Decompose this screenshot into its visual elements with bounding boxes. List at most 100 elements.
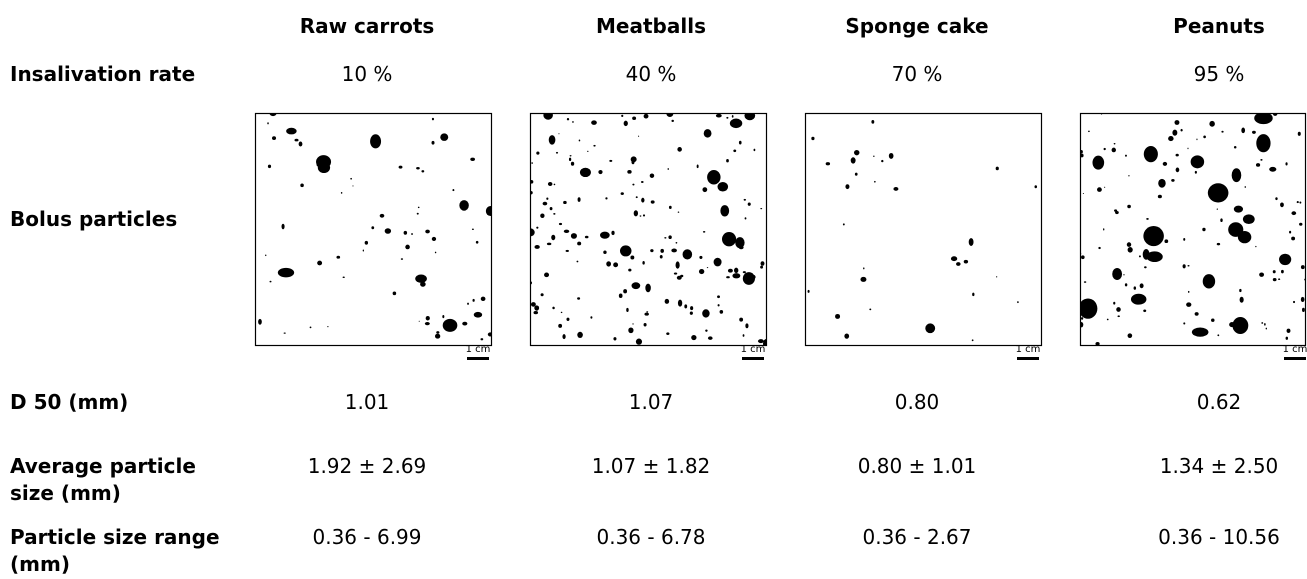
particle bbox=[440, 133, 449, 141]
particle bbox=[645, 283, 651, 293]
particle bbox=[675, 261, 680, 269]
scale-label: 1 cm bbox=[740, 344, 766, 355]
particle bbox=[570, 161, 575, 166]
particle bbox=[1098, 246, 1101, 250]
particle bbox=[1272, 270, 1276, 274]
particle bbox=[1255, 245, 1257, 248]
particle bbox=[327, 326, 329, 328]
particle bbox=[421, 170, 425, 173]
particle bbox=[845, 184, 850, 190]
particle bbox=[1182, 264, 1186, 269]
cell-value: 10 % bbox=[341, 62, 393, 86]
particle bbox=[1125, 154, 1127, 157]
particle bbox=[1143, 146, 1158, 163]
particle bbox=[542, 201, 548, 206]
particle bbox=[1162, 161, 1168, 166]
particle bbox=[719, 310, 724, 314]
particle bbox=[1207, 183, 1229, 203]
particle bbox=[566, 118, 570, 121]
cell-value: 0.36 - 2.67 bbox=[862, 525, 972, 549]
particle bbox=[294, 138, 299, 142]
particle bbox=[431, 236, 437, 242]
particle bbox=[1080, 298, 1098, 319]
cell-value: 95 % bbox=[1193, 62, 1245, 86]
particle bbox=[425, 315, 430, 321]
particle bbox=[1112, 270, 1115, 273]
particle bbox=[1241, 127, 1246, 134]
particle bbox=[1175, 167, 1180, 173]
particle bbox=[462, 321, 468, 326]
particle bbox=[1146, 217, 1149, 220]
particle bbox=[533, 310, 539, 315]
particle bbox=[760, 208, 763, 210]
scale-bar bbox=[467, 357, 489, 360]
particle bbox=[699, 255, 703, 259]
particle bbox=[267, 164, 272, 169]
particle bbox=[1106, 318, 1109, 321]
particle bbox=[1202, 274, 1216, 289]
particle bbox=[707, 169, 721, 185]
particle bbox=[1232, 316, 1249, 335]
particle bbox=[1142, 249, 1150, 260]
particle bbox=[698, 268, 705, 275]
column-header: Raw carrots bbox=[299, 14, 435, 38]
particle bbox=[471, 228, 474, 230]
particle bbox=[642, 214, 646, 217]
particle bbox=[853, 150, 860, 156]
particle bbox=[850, 157, 856, 164]
particle bbox=[1088, 130, 1090, 133]
particle bbox=[364, 240, 369, 245]
particle bbox=[1130, 293, 1147, 305]
particle bbox=[309, 326, 312, 329]
scale-bar bbox=[1017, 357, 1039, 360]
row-label: Average particle size (mm) bbox=[10, 454, 196, 505]
particle bbox=[744, 113, 756, 121]
scale-label: 1 cm bbox=[465, 344, 491, 355]
particle bbox=[1260, 158, 1263, 161]
particle bbox=[269, 280, 272, 283]
particle bbox=[530, 302, 536, 307]
particle bbox=[874, 180, 876, 183]
particle bbox=[666, 332, 670, 335]
particle bbox=[631, 159, 635, 165]
particle bbox=[888, 152, 894, 159]
column-header: Meatballs bbox=[596, 14, 706, 38]
particle bbox=[1256, 134, 1271, 153]
particle bbox=[863, 267, 865, 270]
particle bbox=[416, 166, 420, 170]
particle bbox=[411, 233, 413, 235]
row-label: Particle size range (mm) bbox=[10, 525, 220, 576]
particle bbox=[531, 162, 533, 164]
particle bbox=[558, 323, 563, 328]
particle bbox=[673, 272, 678, 275]
particle bbox=[1285, 162, 1288, 166]
particle bbox=[1291, 236, 1296, 241]
particle bbox=[418, 320, 420, 322]
particle bbox=[1261, 322, 1264, 324]
particle bbox=[641, 197, 645, 203]
particle bbox=[584, 235, 589, 239]
particle bbox=[431, 117, 435, 121]
particle bbox=[650, 200, 655, 204]
particle bbox=[1143, 226, 1164, 247]
particle bbox=[684, 304, 688, 309]
particle bbox=[702, 309, 710, 318]
particle bbox=[1081, 255, 1085, 260]
particle bbox=[1146, 251, 1163, 263]
particle bbox=[442, 315, 445, 319]
particle bbox=[844, 333, 850, 339]
scale-label: 1 cm bbox=[1282, 344, 1307, 355]
particle bbox=[1296, 201, 1299, 204]
particle bbox=[563, 229, 570, 234]
particle bbox=[606, 261, 612, 267]
particle bbox=[956, 262, 961, 266]
particle bbox=[735, 237, 745, 249]
particle bbox=[726, 158, 729, 163]
particle bbox=[1127, 333, 1133, 338]
particle bbox=[1095, 341, 1100, 345]
particle bbox=[705, 329, 708, 332]
particle bbox=[563, 200, 567, 205]
particle bbox=[893, 187, 899, 191]
particle bbox=[825, 162, 831, 166]
